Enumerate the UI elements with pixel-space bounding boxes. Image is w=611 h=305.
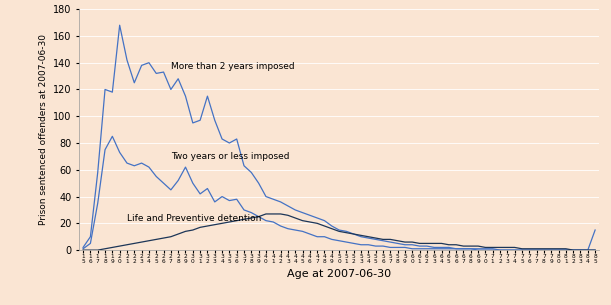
Text: Life and Preventive detention: Life and Preventive detention [127,214,262,223]
Text: Two years or less imposed: Two years or less imposed [171,152,290,161]
X-axis label: Age at 2007-06-30: Age at 2007-06-30 [287,269,391,279]
Y-axis label: Prison sentenced offenders at 2007-06-30: Prison sentenced offenders at 2007-06-30 [38,34,48,225]
Text: More than 2 years imposed: More than 2 years imposed [171,63,295,71]
